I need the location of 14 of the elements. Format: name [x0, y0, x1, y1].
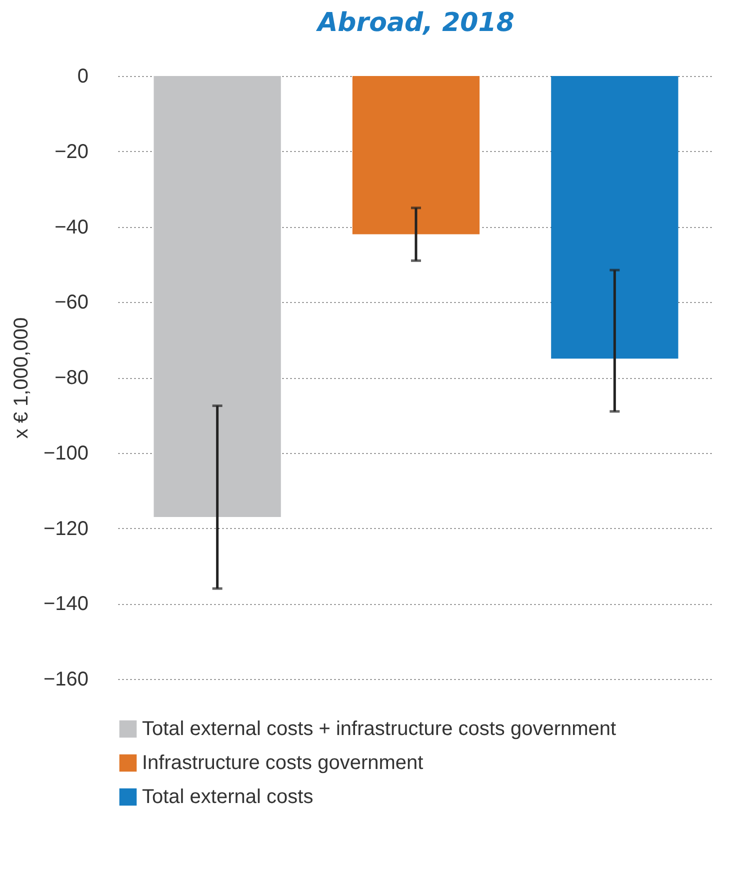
- y-tick-label: −40: [54, 216, 88, 238]
- legend-label: Total external costs + infrastructure costs government: [142, 718, 617, 740]
- y-tick-label: −20: [54, 140, 88, 163]
- y-tick-label: −140: [43, 593, 88, 616]
- y-tick-label: −160: [43, 668, 88, 690]
- legend-label: Total external costs: [142, 786, 314, 808]
- y-tick-label: 0: [77, 66, 88, 88]
- y-tick-label: −120: [43, 518, 88, 540]
- y-tick-label: −80: [54, 367, 88, 389]
- y-tick-label: −100: [43, 442, 88, 464]
- y-axis-title: x € 1,000,000: [10, 317, 32, 439]
- y-tick-label: −60: [54, 292, 88, 314]
- chart-title: Abroad, 2018: [316, 8, 514, 38]
- legend-label: Infrastructure costs government: [142, 752, 424, 774]
